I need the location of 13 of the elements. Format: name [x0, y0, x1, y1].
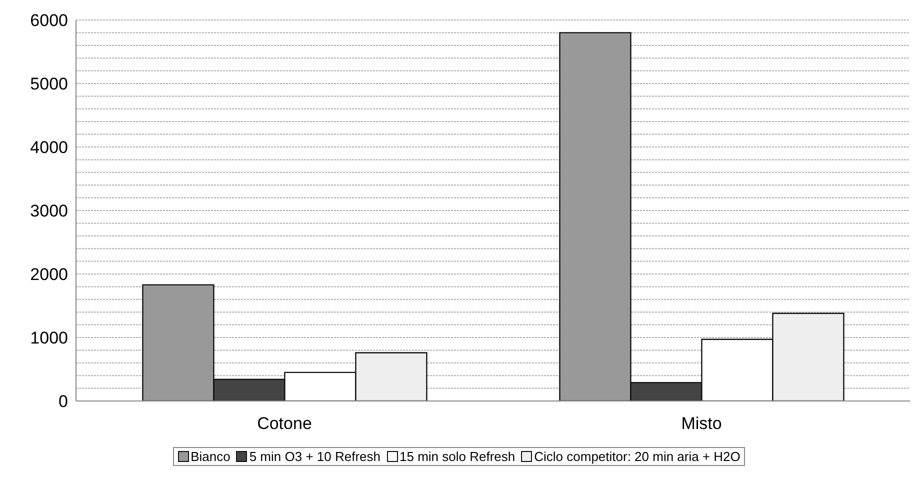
- x-tick-label: Cotone: [257, 414, 312, 434]
- y-tick-label: 5000: [30, 74, 68, 94]
- x-tick-label: Misto: [681, 414, 722, 434]
- y-tick-label: 4000: [30, 138, 68, 158]
- y-tick-label: 1000: [30, 328, 68, 348]
- y-tick-label: 6000: [30, 11, 68, 30]
- legend-label: Ciclo competitor: 20 min aria + H2O: [533, 449, 740, 464]
- y-tick-label: 0: [58, 392, 68, 412]
- legend-label: 15 min solo Refresh: [398, 449, 516, 464]
- legend-label: Bianco: [190, 449, 230, 464]
- legend-label: 5 min O3 + 10 Refresh: [248, 449, 380, 464]
- y-tick-label: 2000: [30, 265, 68, 284]
- y-tick-label: 3000: [30, 202, 68, 221]
